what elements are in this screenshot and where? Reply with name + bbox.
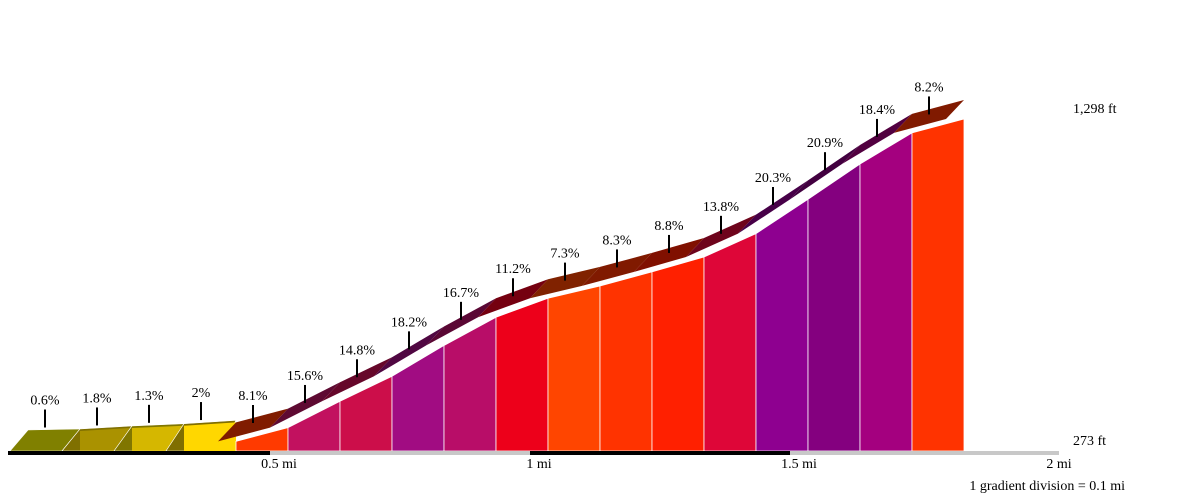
elevation-start-label: 273 ft — [1073, 434, 1106, 449]
gradient-label: 11.2% — [495, 262, 531, 277]
gradient-segment — [859, 132, 913, 452]
axis-band — [8, 451, 279, 455]
axis-band — [270, 451, 539, 455]
gradient-segment — [703, 233, 757, 452]
gradient-label: 1.3% — [134, 389, 164, 404]
x-tick-label: 1.5 mi — [781, 457, 817, 472]
gradient-segments — [9, 100, 965, 452]
gradient-division-note: 1 gradient division = 0.1 mi — [969, 479, 1125, 494]
gradient-segment — [911, 118, 965, 452]
gradient-segment — [443, 316, 497, 452]
gradient-label: 13.8% — [703, 200, 740, 215]
gradient-segment-top — [426, 298, 496, 346]
gradient-label: 15.6% — [287, 369, 324, 384]
gradient-segment — [651, 256, 705, 452]
gradient-segment-top — [582, 252, 652, 286]
x-tick-label: 0.5 mi — [261, 457, 297, 472]
axis-band — [530, 451, 799, 455]
gradient-segment-top — [374, 326, 444, 377]
gradient-segment-top — [322, 357, 392, 402]
gradient-segment-top — [738, 180, 808, 234]
gradient-label: 0.6% — [30, 393, 60, 408]
gradient-label: 20.3% — [755, 171, 792, 186]
gradient-label: 8.3% — [602, 233, 632, 248]
gradient-labels: 0.6% 1.8% 1.3% 2% 8.1% 15.6% 14.8% 18.2% 16.7% 11… — [30, 80, 944, 428]
gradient-label: 7.3% — [550, 247, 580, 262]
elevation-end-label: 1,298 ft — [1073, 102, 1117, 117]
gradient-segment — [391, 344, 445, 452]
gradient-segment — [495, 297, 549, 452]
gradient-label: 2% — [192, 386, 211, 401]
gradient-label: 20.9% — [807, 136, 844, 151]
gradient-label: 1.8% — [82, 391, 112, 406]
gradient-label: 8.2% — [914, 80, 944, 95]
gradient-segment-top — [270, 382, 340, 428]
gradient-label: 14.8% — [339, 343, 376, 358]
gradient-segment-top — [478, 279, 548, 318]
gradient-label: 18.4% — [859, 103, 896, 118]
gradient-segment-top — [530, 266, 600, 299]
gradient-segment — [547, 285, 601, 452]
gradient-label: 16.7% — [443, 286, 480, 301]
axis-band — [790, 451, 1059, 455]
gradient-label: 8.8% — [654, 219, 684, 234]
gradient-segment-top — [686, 214, 756, 258]
gradient-segment-top — [894, 100, 964, 133]
x-tick-label: 1 mi — [526, 457, 551, 472]
distance-axis: 0.5 mi 1 mi 1.5 mi 2 mi — [8, 451, 1072, 472]
gradient-segment — [755, 198, 809, 452]
gradient-segment-top — [790, 144, 860, 200]
gradient-label: 8.1% — [238, 389, 268, 404]
gradient-segment — [807, 163, 861, 452]
gradient-segment-top — [634, 238, 704, 272]
x-tick-label: 2 mi — [1046, 457, 1071, 472]
gradient-label: 18.2% — [391, 315, 428, 330]
gradient-segment-side — [184, 422, 236, 451]
gradient-segment-top — [218, 408, 288, 442]
gradient-segment-top — [842, 113, 912, 164]
gradient-segment — [599, 271, 653, 452]
